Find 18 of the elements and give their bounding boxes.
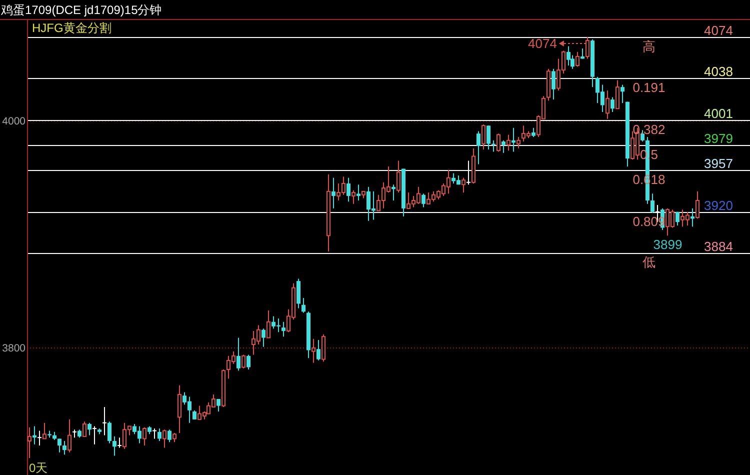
ref-line-label: 3884	[704, 239, 733, 254]
ref-line-label: 3957	[704, 156, 733, 171]
annotation: 0.191	[632, 80, 666, 96]
ref-line-label: 4038	[704, 64, 733, 79]
text: 4074	[528, 36, 557, 52]
ref-line-label: 4001	[704, 106, 733, 121]
ref-line-label: 3920	[704, 198, 733, 213]
ref-line-label: 3979	[704, 131, 733, 146]
chart-title: 鸡蛋1709(DCE jd1709)15分钟	[0, 3, 162, 17]
text: 3899	[653, 237, 682, 252]
annotation: 0天	[29, 461, 48, 475]
y-tick-label: 4000	[2, 115, 26, 128]
y-tick-label: 3800	[2, 342, 26, 354]
annotation: 低	[642, 254, 656, 270]
chart-subtitle: HJFG黄金分割	[32, 21, 112, 35]
annotation: 高	[642, 39, 656, 54]
ref-line-label: 4074	[704, 23, 733, 38]
annotation: 0.382	[632, 122, 666, 138]
